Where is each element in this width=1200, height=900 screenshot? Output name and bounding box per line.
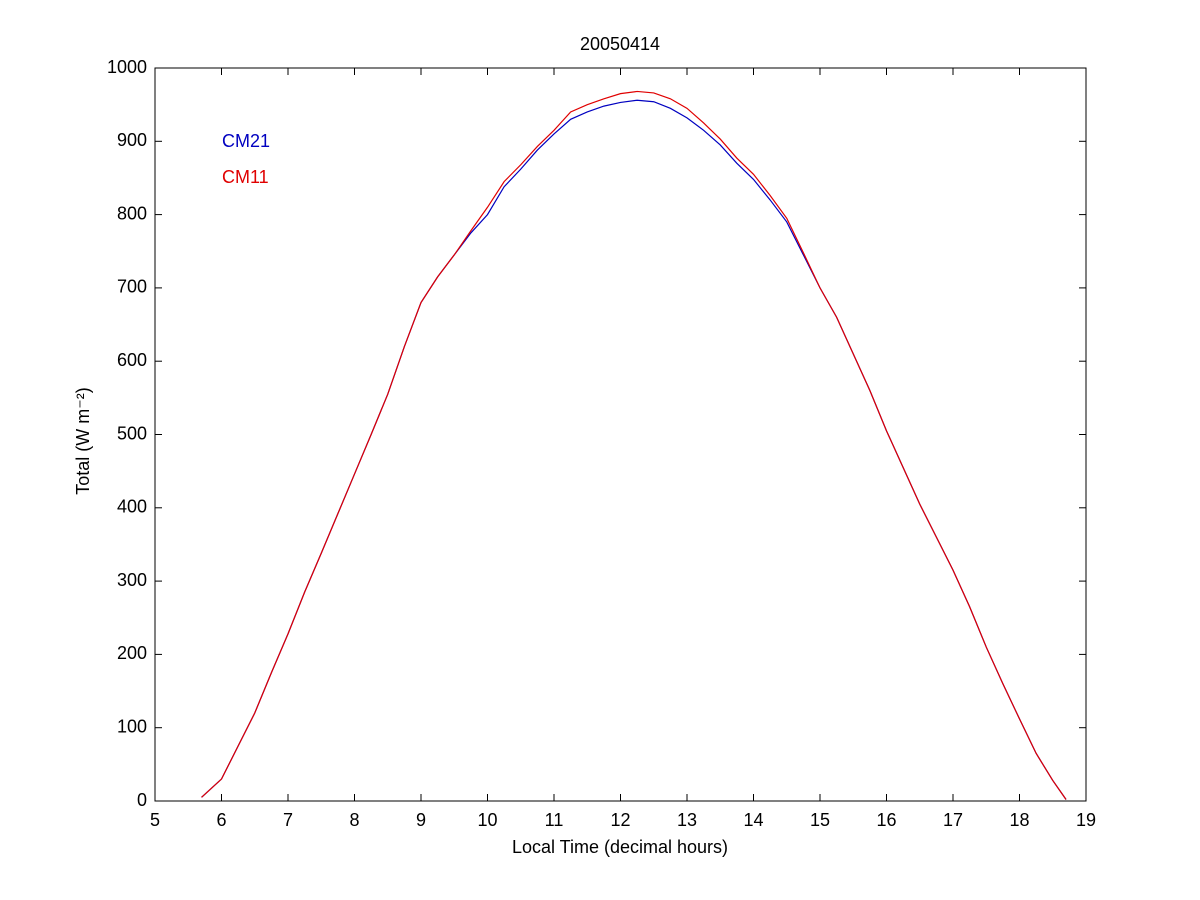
x-tick-label: 7 bbox=[283, 810, 293, 830]
x-tick-label: 10 bbox=[477, 810, 497, 830]
chart-title: 20050414 bbox=[580, 34, 660, 54]
x-tick-label: 8 bbox=[349, 810, 359, 830]
y-tick-label: 1000 bbox=[107, 57, 147, 77]
y-tick-label: 500 bbox=[117, 423, 147, 443]
y-tick-label: 800 bbox=[117, 203, 147, 223]
data-line bbox=[201, 90, 1067, 800]
y-axis-label: Total (W m⁻²) bbox=[73, 387, 93, 495]
x-tick-label: 6 bbox=[216, 810, 226, 830]
x-tick-label: 11 bbox=[545, 810, 564, 830]
y-tick-label: 600 bbox=[117, 350, 147, 370]
y-tick-label: 0 bbox=[137, 790, 147, 810]
x-tick-label: 12 bbox=[610, 810, 630, 830]
x-tick-label: 5 bbox=[150, 810, 160, 830]
x-tick-label: 17 bbox=[943, 810, 963, 830]
y-tick-label: 900 bbox=[117, 130, 147, 150]
y-tick-label: 700 bbox=[117, 277, 147, 297]
x-tick-label: 18 bbox=[1009, 810, 1029, 830]
legend-label: CM21 bbox=[222, 131, 270, 151]
legend-label: CM11 bbox=[222, 167, 269, 187]
x-tick-label: 15 bbox=[810, 810, 830, 830]
x-tick-label: 14 bbox=[743, 810, 763, 830]
y-tick-label: 100 bbox=[117, 716, 147, 736]
x-axis-label: Local Time (decimal hours) bbox=[512, 837, 728, 857]
x-tick-label: 19 bbox=[1076, 810, 1096, 830]
y-tick-label: 400 bbox=[117, 497, 147, 517]
y-tick-label: 200 bbox=[117, 643, 147, 663]
y-tick-label: 300 bbox=[117, 570, 147, 590]
x-tick-label: 16 bbox=[876, 810, 896, 830]
x-tick-label: 13 bbox=[677, 810, 697, 830]
x-tick-label: 9 bbox=[416, 810, 426, 830]
